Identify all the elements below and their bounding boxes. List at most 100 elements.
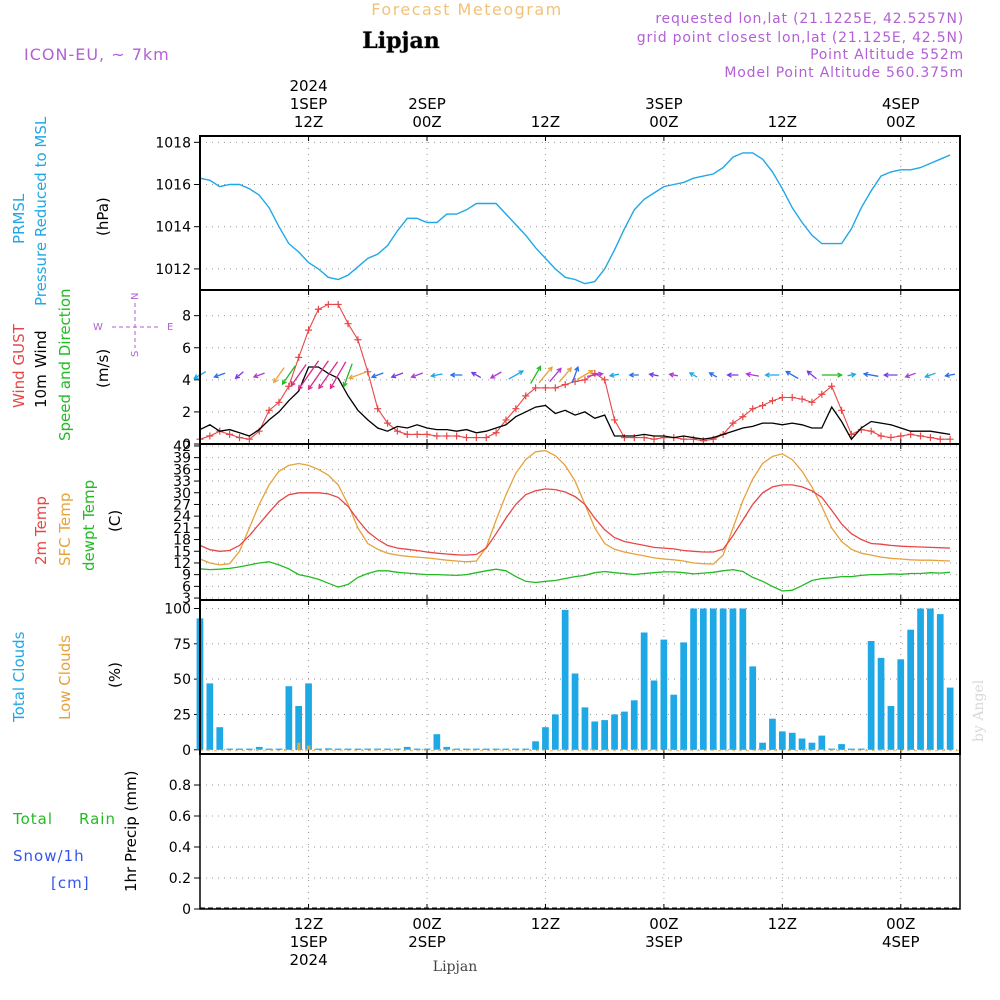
gust-marker	[275, 398, 283, 406]
total-cloud-bar	[522, 748, 530, 750]
gust-marker	[611, 416, 619, 424]
wind-direction-arrow	[821, 372, 843, 378]
gust-marker	[591, 369, 599, 377]
credit-watermark: by Angel	[971, 679, 987, 742]
gust-marker	[926, 434, 934, 442]
total-cloud-bar	[591, 721, 599, 750]
total-cloud-bar	[897, 659, 905, 750]
wind-direction-arrow	[329, 361, 347, 390]
wind-direction-arrow	[904, 372, 916, 379]
y-tick-label: 2	[182, 405, 191, 421]
total-cloud-bar	[640, 632, 648, 750]
total-cloud-bar	[848, 748, 855, 750]
wind-direction-arrow	[944, 372, 956, 378]
total-cloud-bar	[887, 706, 895, 750]
y-tick-label: 0.6	[169, 809, 191, 825]
total-cloud-bar	[611, 714, 618, 750]
wind-direction-arrow	[508, 370, 525, 380]
gust-marker	[235, 434, 243, 442]
wind-direction-arrow	[924, 372, 936, 379]
temp-unit: (C)	[106, 510, 124, 532]
gust-marker	[660, 434, 668, 442]
y-tick-label: 0	[182, 743, 191, 759]
total-cloud-bar	[403, 746, 411, 750]
footer-location: Lipjan	[433, 959, 477, 975]
gust-marker	[334, 300, 342, 308]
total-cloud-bar	[334, 748, 342, 750]
wind-direction-arrow	[558, 366, 573, 383]
requested-coords: requested lon,lat (21.1225E, 42.5257N)	[655, 11, 964, 27]
gust-marker	[314, 305, 322, 313]
gust-marker	[522, 392, 530, 400]
wind-direction-arrow	[862, 371, 879, 378]
total-cloud-bar	[739, 608, 747, 750]
total-cloud-bar	[709, 608, 717, 750]
gust-marker	[482, 434, 490, 442]
gust-marker	[393, 427, 401, 435]
total-cloud-bar	[749, 666, 757, 750]
bottom-time-label: 00Z	[412, 915, 441, 933]
top-time-label: 1SEP	[290, 95, 328, 113]
wind-direction-arrow	[668, 372, 679, 378]
top-time-label: 00Z	[886, 113, 915, 131]
panel-frame	[199, 599, 961, 755]
compass-w: W	[93, 322, 103, 333]
wind-direction-arrow	[628, 372, 639, 378]
low-cloud-bar	[306, 745, 311, 750]
gust-marker	[384, 419, 392, 427]
y-tick-label: 33	[173, 474, 191, 490]
total-cloud-bar	[265, 748, 273, 750]
y-tick-label: 6	[182, 579, 191, 595]
total-cloud-bar	[364, 748, 372, 750]
gust-marker	[403, 430, 411, 438]
total-cloud-bar	[384, 748, 391, 750]
total-cloud-bar	[463, 748, 470, 750]
total-cloud-bar	[246, 748, 253, 750]
y-tick-label: 1018	[155, 135, 191, 151]
total-cloud-bar	[492, 748, 500, 750]
total-cloud-bar	[413, 748, 421, 750]
gust-marker	[551, 384, 559, 392]
gust-marker	[433, 432, 441, 440]
wind-direction-arrow	[297, 360, 320, 391]
y-tick-label: 50	[173, 672, 191, 688]
y-tick-label: 39	[173, 451, 191, 467]
total-cloud-bar	[581, 707, 589, 750]
gust-marker	[344, 320, 352, 328]
pressure-label-prmsl: PRMSL	[10, 193, 28, 244]
precip-rain-label: Rain	[79, 810, 116, 828]
wind-direction-arrow	[489, 371, 502, 379]
bottom-time-label: 2024	[289, 951, 327, 969]
y-tick-label: 6	[182, 341, 191, 357]
y-tick-label: 3	[182, 591, 191, 607]
low-cloud-bar	[297, 742, 301, 750]
total-cloud-bar	[206, 683, 214, 750]
clouds-low-label: Low Clouds	[56, 635, 74, 720]
gust-marker	[413, 430, 421, 438]
wind-direction-arrow	[549, 367, 562, 383]
compass-rose: N S W E	[93, 293, 173, 357]
gust-marker	[630, 434, 638, 442]
total-cloud-bar	[236, 748, 243, 750]
y-tick-label: 0.4	[169, 840, 191, 856]
total-cloud-bar	[907, 629, 914, 750]
gust-marker	[936, 435, 944, 443]
wind-wind-label: Wind	[32, 330, 50, 368]
wind-dir-label: Speed and Direction	[56, 288, 74, 441]
total-cloud-bar	[354, 748, 362, 750]
bottom-time-label: 00Z	[649, 915, 678, 933]
clouds-panel: 0 25 50 75 100	[164, 599, 961, 759]
top-time-label: 4SEP	[882, 95, 920, 113]
total-cloud-bar	[325, 748, 332, 750]
bottom-time-label: 12Z	[531, 915, 560, 933]
wind-direction-arrow	[449, 372, 463, 378]
y-tick-label: 15	[173, 544, 191, 560]
total-cloud-bar	[216, 727, 224, 750]
gust-marker	[502, 416, 510, 424]
wind-direction-arrow	[273, 367, 285, 384]
panel-frame	[199, 753, 961, 910]
total-cloud-bar	[275, 748, 283, 750]
temp-dewpt-label: dewpt Temp	[80, 480, 98, 571]
total-cloud-bar	[561, 609, 569, 750]
wind-direction-arrow	[608, 372, 620, 378]
